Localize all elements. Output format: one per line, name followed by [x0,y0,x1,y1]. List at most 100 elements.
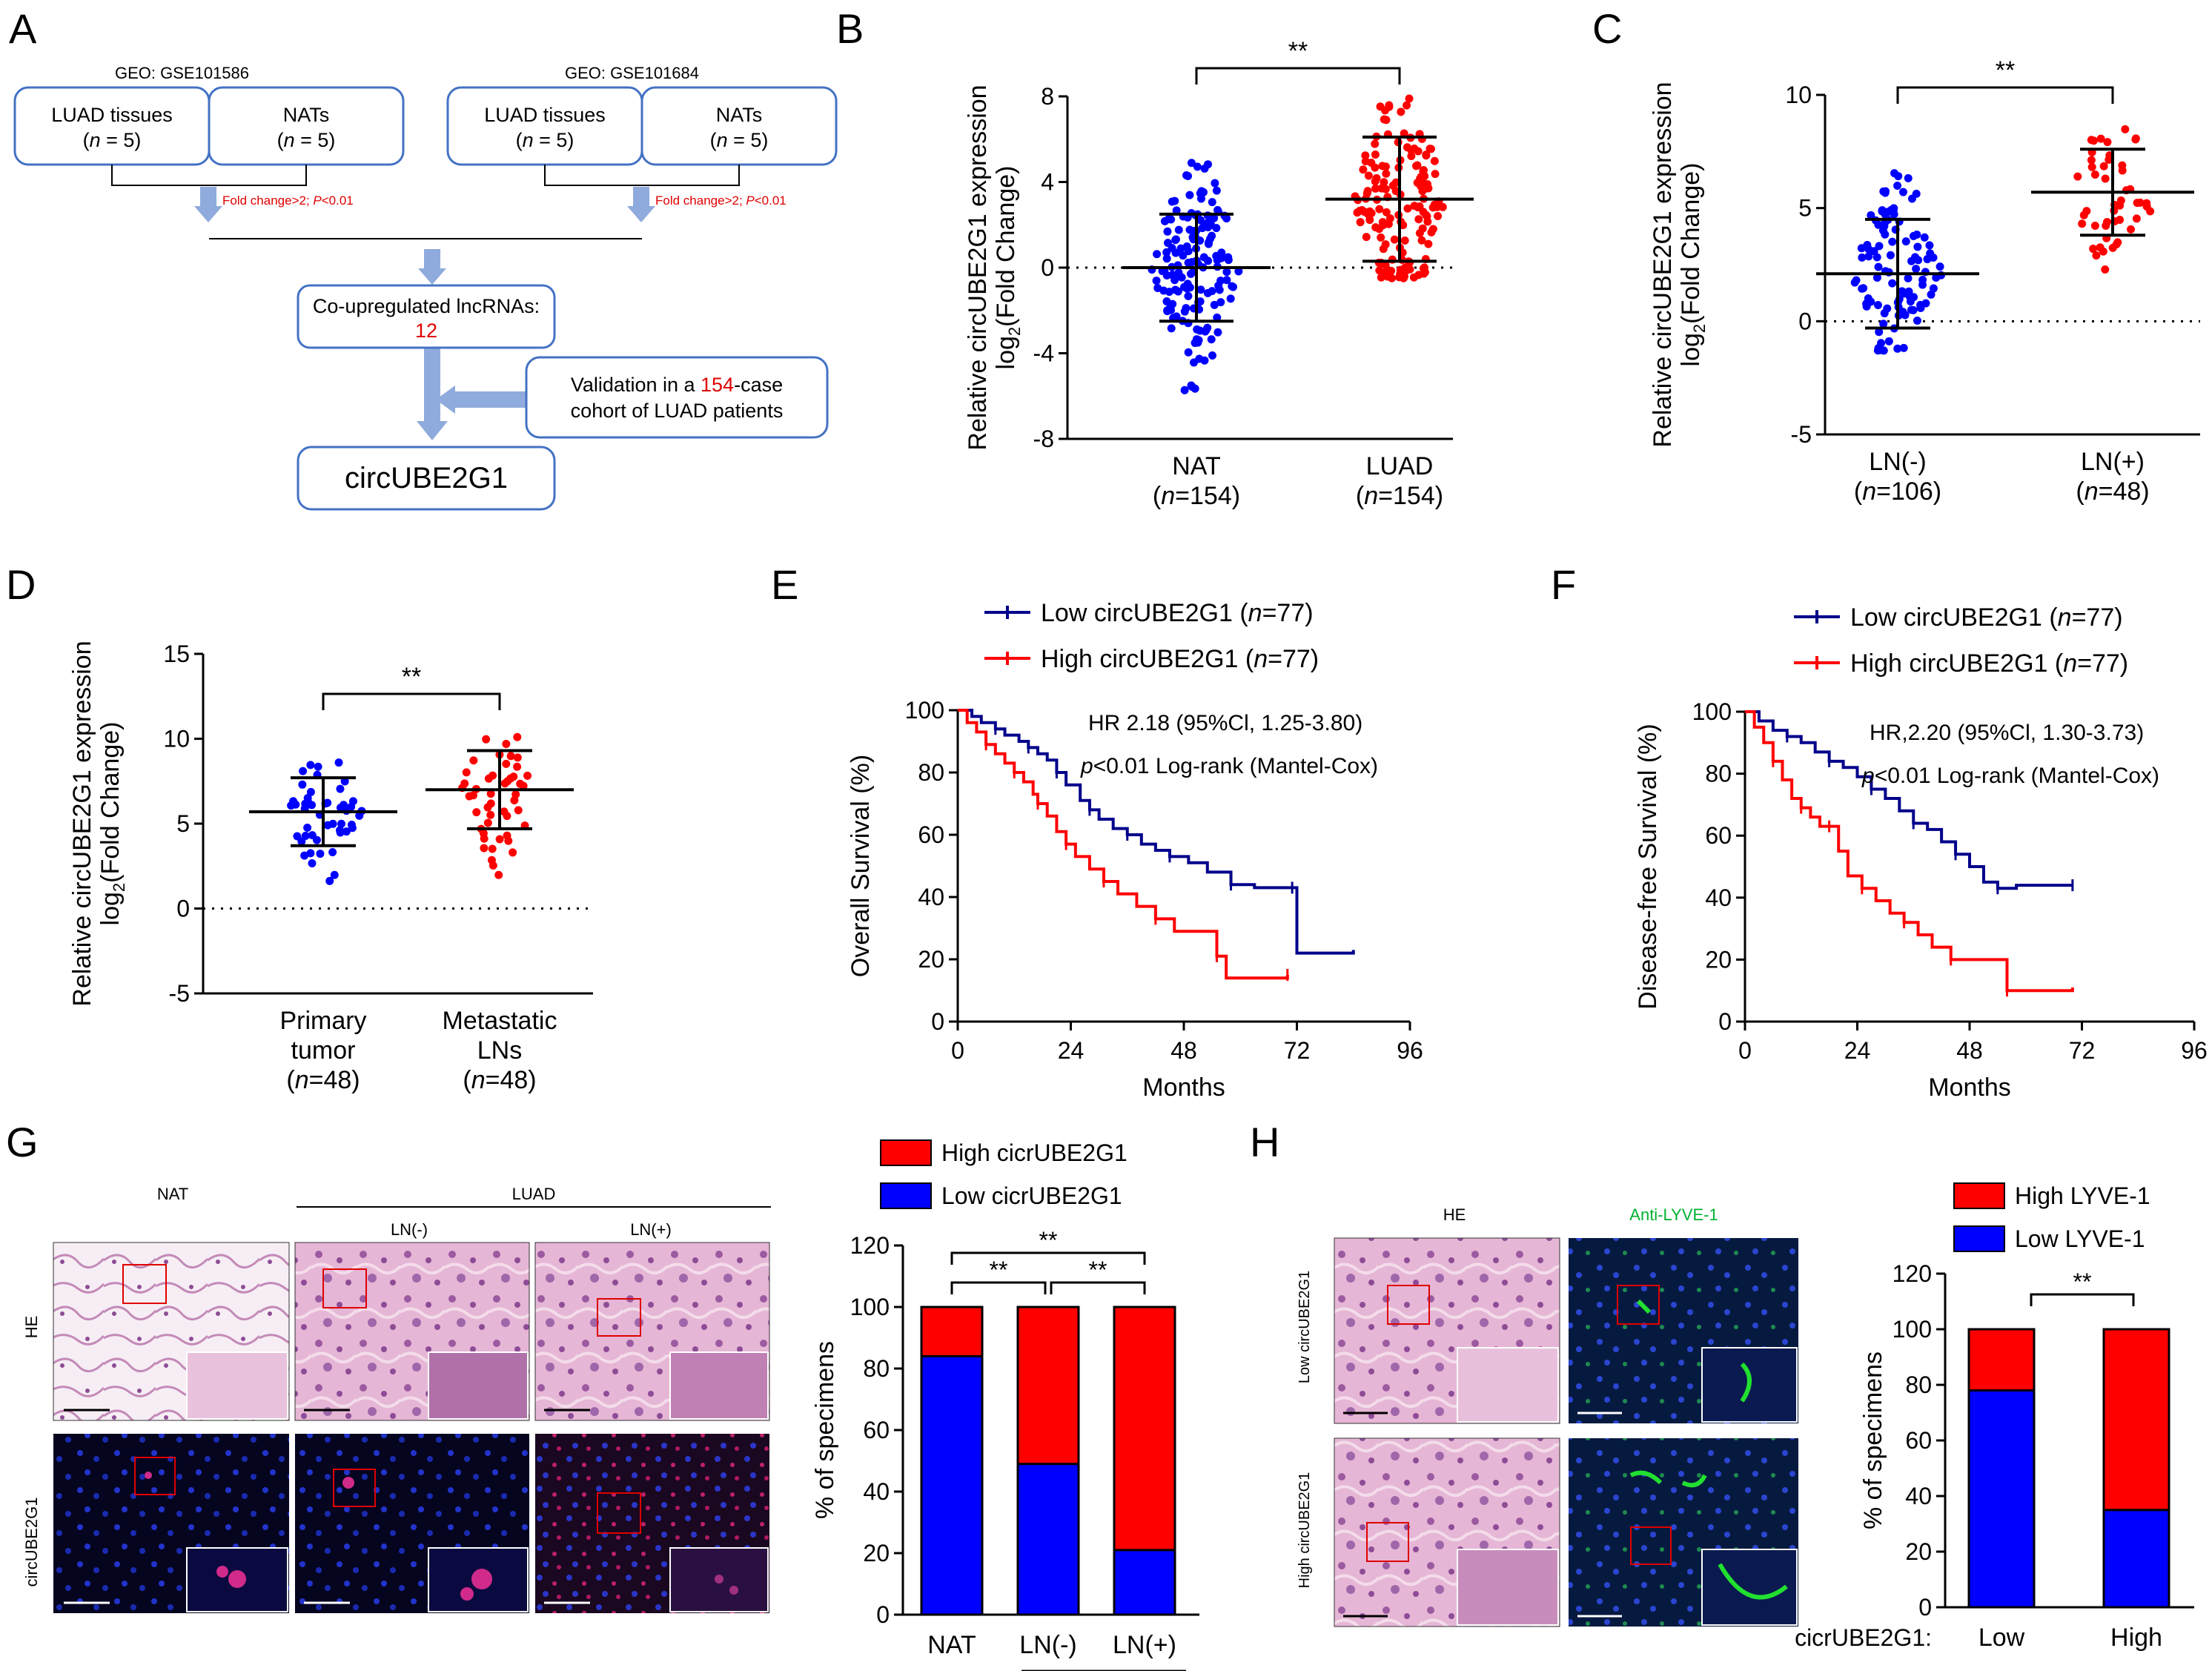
data-point [340,777,349,786]
data-point [1904,274,1913,282]
data-point [342,827,351,836]
data-point [1913,242,1922,251]
survival-curve [958,709,1289,980]
data-point [1172,312,1181,321]
data-point [2090,221,2099,230]
micro-label-lnneg: LN(-) [391,1220,428,1239]
data-point [1182,284,1191,293]
data-point [304,798,313,807]
data-point [1234,267,1243,276]
box-coupregulated [297,284,556,349]
y-tick-label: -8 [1033,426,1054,452]
data-point [1188,227,1197,236]
data-point [1208,198,1216,207]
significance-label: ** [990,1257,1008,1283]
data-point [1382,116,1391,125]
data-point [325,876,334,885]
data-point [1207,335,1216,344]
x-axis-label: Months [1928,1073,2011,1102]
group-n-label: (n=48) [2076,477,2149,506]
data-point [1420,268,1429,277]
data-point [308,831,317,840]
data-point [1426,145,1435,153]
x-tick-label: 96 [2181,1037,2208,1064]
data-point [299,767,308,775]
data-point [1372,173,1381,182]
data-point [2132,214,2141,223]
data-point [1380,178,1388,187]
data-point [1875,242,1884,251]
data-point [1400,129,1408,138]
data-point [1197,187,1206,196]
data-point [486,810,495,819]
data-point [1867,211,1875,219]
nats-label: NATs [716,104,763,126]
data-point [513,732,522,741]
group-label: LN(+) [2081,448,2145,476]
data-point [1397,107,1405,116]
bar-low [1967,1389,2036,1609]
data-point [509,772,518,781]
micro-label-lyve: Anti-LYVE-1 [1629,1205,1718,1224]
data-point [2112,239,2121,248]
data-point [1883,304,1892,313]
data-point [1182,171,1191,180]
survival-curve [1745,710,2073,890]
data-point [1936,262,1944,271]
data-point [1886,251,1895,259]
y-tick-label: 10 [1785,82,1812,108]
data-point [1888,237,1897,246]
box-validation [525,356,829,439]
category-label: High [2110,1624,2162,1652]
data-point [1852,276,1861,285]
y-tick-label: 120 [850,1232,890,1259]
data-point [1873,346,1882,355]
data-point [1185,191,1194,199]
data-point [1405,94,1414,103]
data-point [316,850,325,858]
data-point [500,779,509,788]
data-point [306,761,315,770]
data-point [1858,284,1867,293]
data-point [2096,243,2105,252]
data-point [1204,239,1213,248]
data-point [1217,248,1226,257]
group-label: Primary [279,1007,366,1035]
data-point [1210,214,1219,222]
data-point [1159,286,1168,295]
data-point [502,759,511,768]
data-point [1200,164,1209,173]
p-value-label: p<0.01 Log-rank (Mantel-Cox) [1080,754,1378,778]
data-point [1905,292,1914,301]
data-point [489,771,497,780]
group-label: Metastatic [443,1007,557,1035]
group-n-label: (n=154) [1356,482,1443,510]
data-point [500,807,509,816]
micro-row-low: Low circUBE2G1 [1297,1271,1313,1383]
bar-low [1016,1463,1080,1616]
data-point [482,735,491,744]
data-point [1196,216,1205,225]
data-point [504,836,513,845]
data-point [1379,245,1388,254]
data-point [1901,237,1910,246]
data-point [1413,161,1422,170]
y-tick-label: 60 [1905,1427,1932,1454]
data-point [462,768,471,777]
data-point [1210,300,1219,309]
data-point [1371,139,1380,148]
x-tick-label: 72 [1284,1037,1311,1064]
significance-label: ** [402,663,421,691]
validation-label-2: cohort of LUAD patients [571,400,784,422]
legend-swatch [1953,1182,2005,1209]
data-point [1196,194,1205,203]
data-point [513,762,522,771]
y-axis-label: Overall Survival (%) [847,755,875,977]
data-point [1390,235,1399,244]
data-point [1430,156,1439,165]
data-point [479,829,488,838]
data-point [1152,277,1161,285]
data-point [301,831,310,840]
data-point [1428,225,1437,234]
